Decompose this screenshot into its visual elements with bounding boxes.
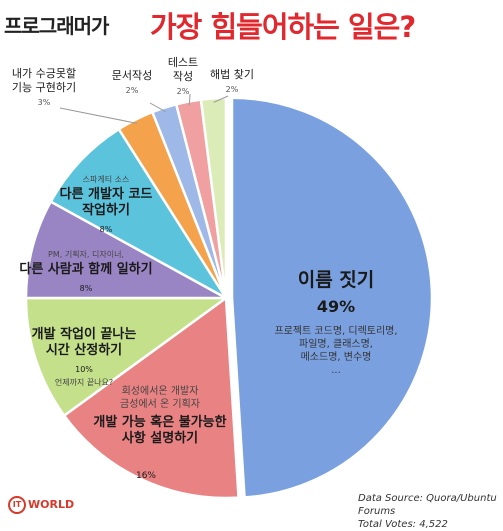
slice-label-7: 문서작성 (112, 69, 152, 82)
slice-detail: 스파게티 소스 (83, 174, 130, 184)
pie-slice-2 (62, 295, 240, 500)
title-part2: 가장 힘들어하는 일은? (150, 10, 416, 44)
slice-detail: 언제까지 끝나요? (55, 377, 113, 387)
source-line: Data Source: Quora/Ubuntu Forums (358, 493, 497, 517)
slice-label-6: 기능 구현하기 (12, 80, 76, 94)
leader-line (149, 102, 166, 113)
logo-mark: IT (8, 496, 26, 514)
slice-value-9: 2% (226, 85, 239, 94)
leader-line (59, 107, 138, 124)
slice-label-9: 해법 찾기 (210, 67, 254, 81)
slice-value-8: 2% (177, 87, 190, 96)
slice-detail: PM, 기획자, 디자이너, (48, 249, 124, 259)
pie-slice-5 (49, 127, 228, 300)
leader-line (188, 93, 191, 106)
pie-slice-9 (199, 96, 228, 299)
itworld-logo: IT WORLD (8, 496, 74, 514)
slice-value-3: 10% (75, 365, 93, 374)
slice-value-2: 16% (136, 471, 156, 481)
slice-value-7: 2% (126, 86, 139, 95)
slice-label-8: 테스트 (168, 56, 198, 69)
total-votes: Total Votes: 4,522 (358, 519, 448, 530)
slice-label-2: 개발 가능 혹은 불가능한 (93, 414, 226, 430)
slice-detail: 회성에서온 개발자 (122, 385, 199, 397)
slice-detail: ... (331, 365, 341, 376)
slice-label-3: 시간 산정하기 (46, 342, 122, 358)
slice-value-6: 3% (38, 98, 51, 107)
slice-label-8: 작성 (173, 70, 193, 83)
slice-value-5: 8% (100, 225, 113, 234)
pie-slice-3 (24, 296, 230, 418)
pie-slice-1 (230, 96, 434, 499)
pie-slice-4 (24, 199, 227, 300)
leader-line (213, 95, 229, 103)
slice-label-5: 다른 개발자 코드 (60, 186, 153, 202)
slice-label-6: 내가 수긍못할 (12, 67, 76, 80)
slice-label-2: 사항 설명하기 (122, 430, 198, 446)
slice-detail: 메소드명, 변수명 (301, 351, 372, 363)
logo-text: WORLD (28, 498, 75, 511)
slice-label-5: 작업하기 (82, 202, 130, 218)
title-part1: 프로그래머가 (4, 14, 109, 38)
data-source: Data Source: Quora/Ubuntu Forums Total V… (358, 492, 503, 531)
slice-detail: 파일명, 클래스명, (299, 338, 373, 350)
slice-detail: 프로젝트 코드명, 디렉토리명, (274, 325, 397, 337)
slice-value-1: 49% (317, 297, 355, 316)
slice-label-1: 이름 짓기 (298, 269, 375, 291)
chart-title: 프로그래머가 가장 힘들어하는 일은? (0, 2, 503, 44)
slice-detail: 금성에서 온 기획자 (120, 398, 200, 410)
slice-label-4: 다른 사람과 함께 일하기 (19, 261, 152, 277)
slice-label-3: 개발 작업이 끝나는 (32, 326, 137, 342)
slice-value-4: 8% (80, 284, 93, 293)
